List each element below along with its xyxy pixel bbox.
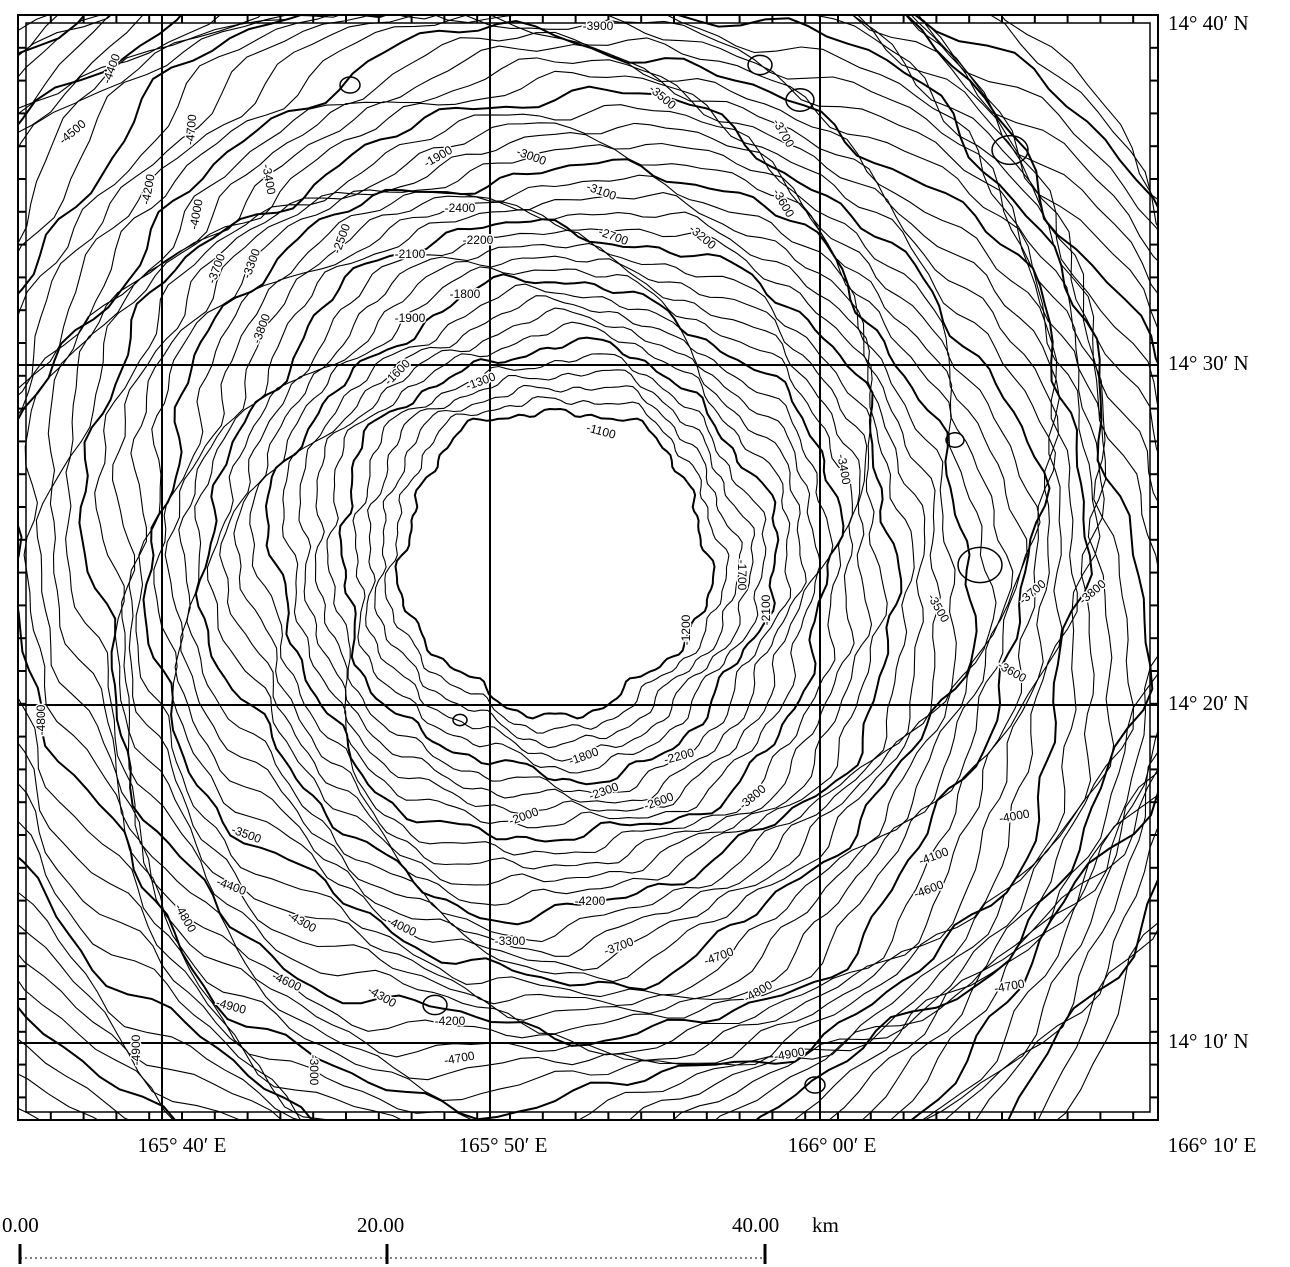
contour-label: -1200 (679, 614, 693, 645)
contour-label: -1900 (395, 311, 426, 325)
scale-label: 20.00 (357, 1213, 404, 1237)
contour-label: -1800 (450, 287, 481, 301)
contour-label: -3300 (495, 934, 526, 948)
latitude-label: 14° 10′ N (1168, 1029, 1249, 1053)
background (0, 0, 1290, 1267)
contour-label: -4800 (34, 704, 48, 735)
scale-unit: km (812, 1213, 839, 1237)
contour-label: -4900 (129, 1034, 143, 1065)
contour-label: -2100 (395, 247, 426, 261)
contour-label: -4200 (575, 894, 606, 908)
contour-label: -3900 (583, 19, 614, 33)
longitude-label: 165° 40′ E (138, 1133, 227, 1157)
contour-label: -2400 (445, 201, 476, 215)
contour-label: -2200 (463, 233, 494, 247)
latitude-label: 14° 40′ N (1168, 11, 1249, 35)
contour-label: -3000 (307, 1055, 321, 1086)
latitude-label: 14° 30′ N (1168, 351, 1249, 375)
longitude-label: 166° 10′ E (1168, 1133, 1257, 1157)
contour-label: -4200 (435, 1014, 466, 1028)
contour-label: -1700 (735, 560, 749, 591)
scale-label: 0.00 (2, 1213, 39, 1237)
bathymetric-map: 14° 40′ N 14° 30′ N 14° 20′ N 14° 10′ N … (0, 0, 1290, 1267)
scale-label: 40.00 (732, 1213, 779, 1237)
latitude-label: 14° 20′ N (1168, 691, 1249, 715)
longitude-label: 166° 00′ E (788, 1133, 877, 1157)
contour-label: -4700 (183, 113, 200, 145)
longitude-label: 165° 50′ E (459, 1133, 548, 1157)
contour-label: -2100 (759, 594, 773, 625)
